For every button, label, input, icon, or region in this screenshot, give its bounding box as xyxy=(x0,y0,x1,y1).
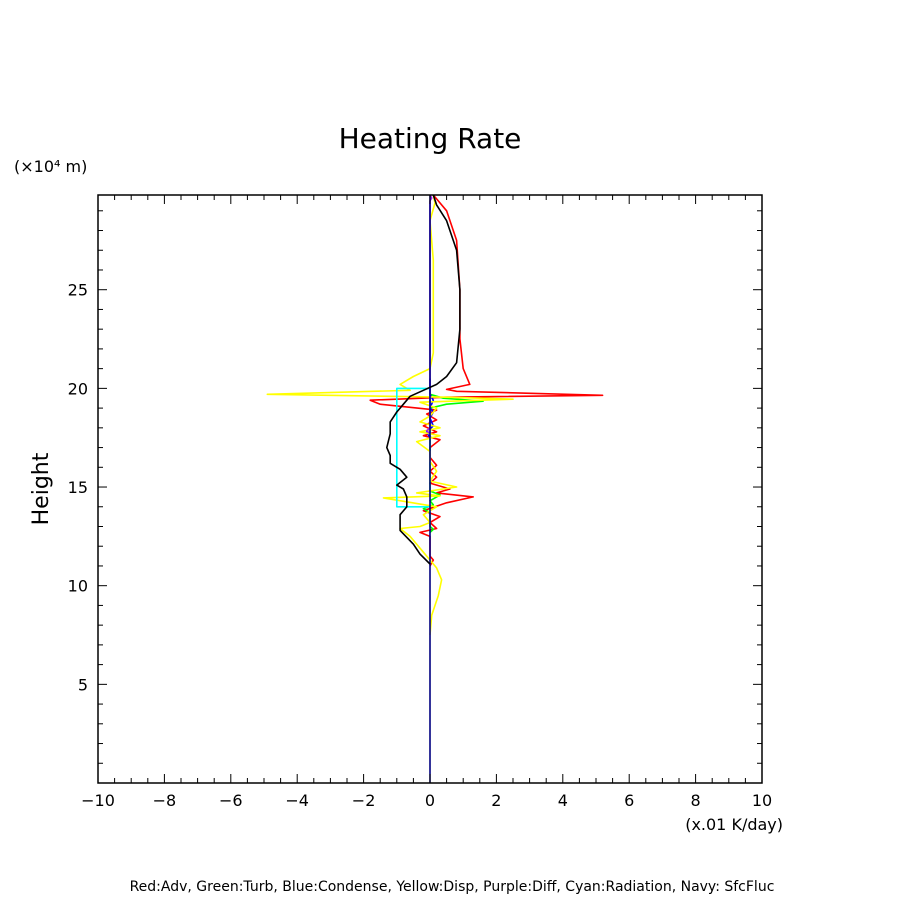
black-series-line xyxy=(385,194,461,565)
x-tick-label: −8 xyxy=(153,791,177,810)
x-tick-label: 4 xyxy=(558,791,568,810)
red-series-line xyxy=(369,194,604,567)
legend-text: Red:Adv, Green:Turb, Blue:Condense, Yell… xyxy=(130,879,775,895)
y-tick-label: 10 xyxy=(68,577,88,596)
x-tick-label: −2 xyxy=(352,791,376,810)
y-axis-label: Height xyxy=(29,452,54,525)
x-tick-label: 2 xyxy=(491,791,501,810)
yellow-series-line xyxy=(266,194,514,636)
x-tick-label: −10 xyxy=(81,791,115,810)
x-tick-label: −4 xyxy=(285,791,309,810)
series-layer xyxy=(266,194,604,783)
x-tick-label: 0 xyxy=(425,791,435,810)
x-unit-label: (x.01 K/day) xyxy=(685,815,783,834)
x-tick-label: −6 xyxy=(219,791,243,810)
y-tick-label: 20 xyxy=(68,379,88,398)
x-tick-label: 8 xyxy=(691,791,701,810)
y-tick-label: 5 xyxy=(78,675,88,694)
chart-title: Heating Rate xyxy=(339,122,522,155)
y-unit-label: (×10⁴ m) xyxy=(14,157,87,176)
cyan-series-line xyxy=(395,387,430,508)
y-tick-label: 25 xyxy=(68,281,88,300)
x-tick-label: 6 xyxy=(624,791,634,810)
tick-layer: −10 −8 −6 −4 −2 0 2 4 6 8 10 5 10 15 20 25 xyxy=(68,195,772,810)
x-tick-label: 10 xyxy=(752,791,772,810)
y-tick-label: 15 xyxy=(68,478,88,497)
